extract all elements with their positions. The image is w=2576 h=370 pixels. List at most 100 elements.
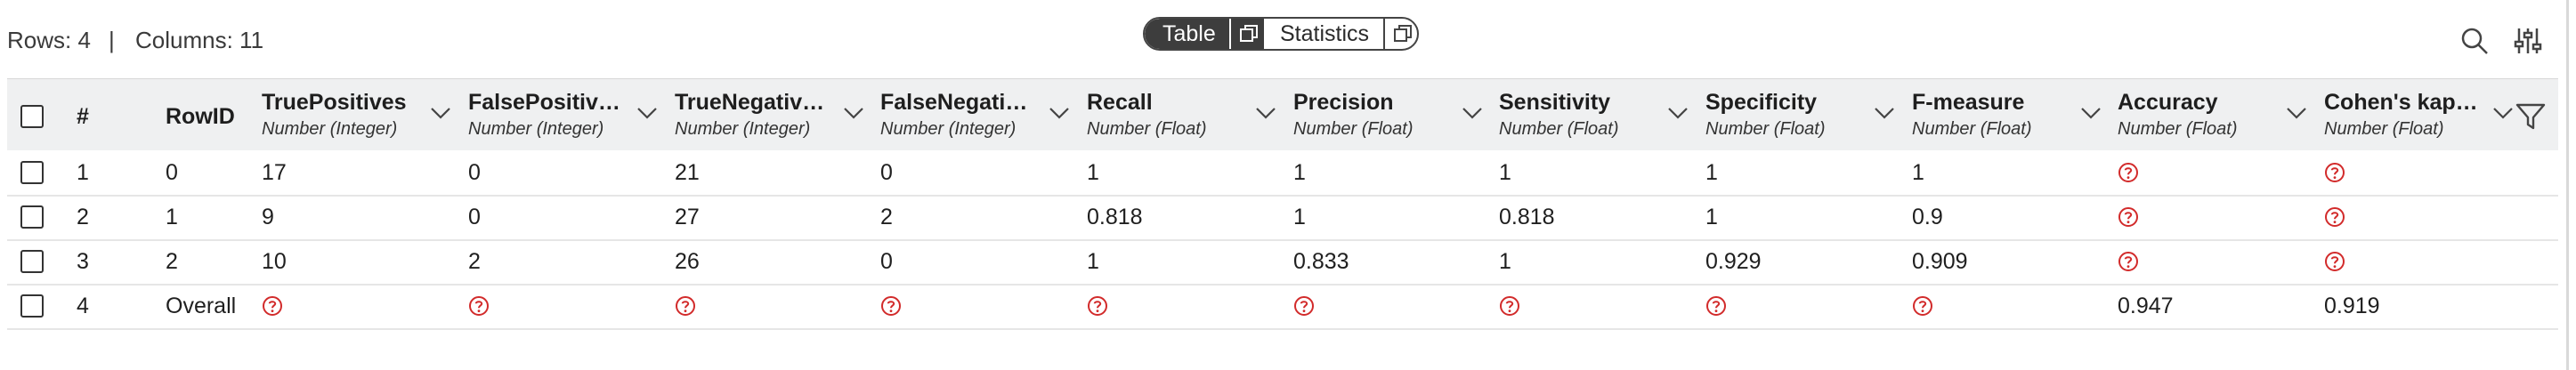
column-header-name[interactable]: Accuracy	[2118, 90, 2218, 115]
column-menu-button[interactable]	[1254, 104, 1277, 122]
column-header-type: Number (Float)	[1087, 119, 1207, 139]
missing-value-icon	[2324, 162, 2345, 183]
missing-value-icon	[880, 295, 902, 317]
table-cell: 0.947	[2118, 294, 2174, 318]
table-row[interactable]: 1 0 17 0 21 0 1 1 1 1 1	[7, 150, 2558, 197]
column-header-name[interactable]: Cohen's kap…	[2324, 90, 2478, 115]
open-window-icon	[1394, 25, 1412, 42]
column-header-name[interactable]: Precision	[1293, 90, 1394, 115]
missing-value-icon	[1294, 296, 1314, 316]
open-statistics-window-button[interactable]	[1383, 19, 1417, 49]
column-header-type: Number (Float)	[1499, 119, 1619, 139]
table-cell: 0.833	[1293, 249, 1349, 274]
column-header-name[interactable]: Recall	[1087, 90, 1153, 115]
table-cell: 0.9	[1912, 205, 1943, 229]
chevron-down-icon	[1256, 108, 1276, 119]
column-menu-button[interactable]	[2079, 104, 2102, 122]
column-menu-button[interactable]	[429, 104, 452, 122]
column-header-name[interactable]: Sensitivity	[1499, 90, 1611, 115]
column-menu-button[interactable]	[1048, 104, 1071, 122]
missing-value-icon	[2118, 162, 2139, 183]
row-checkbox[interactable]	[20, 294, 44, 318]
missing-value-icon	[2118, 252, 2138, 271]
column-header-type: Number (Float)	[1912, 119, 2032, 139]
row-index: 4	[77, 294, 89, 318]
table-row[interactable]: 4 Overall 0.947 0.919	[7, 284, 2558, 330]
column-header-name[interactable]: TrueNegativ…	[675, 90, 825, 115]
column-filter-button[interactable]	[2515, 101, 2547, 133]
missing-value-icon	[2325, 163, 2345, 182]
table-cell: 0	[468, 160, 481, 185]
open-window-icon	[1240, 25, 1258, 42]
table-cell: 1	[1293, 205, 1306, 229]
table-cell: 0	[880, 160, 893, 185]
row-index: 2	[77, 205, 89, 229]
search-icon	[2461, 28, 2488, 54]
missing-value-icon	[2325, 252, 2345, 271]
table-row[interactable]: 3 2 10 2 26 0 1 0.833 1 0.929 0.909	[7, 239, 2558, 286]
chevron-down-icon	[2081, 108, 2101, 119]
table-cell: 2	[468, 249, 481, 274]
missing-value-icon	[262, 295, 283, 317]
column-menu-button[interactable]	[636, 104, 659, 122]
table-cell: 0.818	[1087, 205, 1143, 229]
filter-icon	[2515, 103, 2546, 130]
row-checkbox[interactable]	[20, 205, 44, 229]
table-view-button[interactable]: Table	[1145, 19, 1264, 49]
open-table-window-button[interactable]	[1229, 19, 1264, 49]
missing-value-icon	[468, 295, 490, 317]
column-header-name[interactable]: FalsePositiv…	[468, 90, 620, 115]
column-menu-button[interactable]	[1461, 104, 1484, 122]
table-cell: 9	[262, 205, 274, 229]
column-menu-button[interactable]	[2491, 104, 2515, 122]
missing-value-icon	[1912, 295, 1933, 317]
row-checkbox[interactable]	[20, 250, 44, 273]
column-header-type: Number (Float)	[1293, 119, 1414, 139]
chevron-down-icon	[637, 108, 657, 119]
select-all-checkbox[interactable]	[20, 105, 44, 128]
column-menu-button[interactable]	[2285, 104, 2308, 122]
vertical-scrollbar[interactable]	[2566, 0, 2569, 370]
table-cell: 1	[1087, 249, 1099, 274]
missing-value-icon	[1088, 296, 1107, 316]
row-index: 1	[77, 160, 89, 185]
table-row[interactable]: 2 1 9 0 27 2 0.818 1 0.818 1 0.9	[7, 195, 2558, 241]
table-cell: 1	[1499, 160, 1511, 185]
table-cell: 0.909	[1912, 249, 1968, 274]
missing-value-icon	[1705, 295, 1727, 317]
table-view-label: Table	[1162, 21, 1216, 46]
table-cell: 0.818	[1499, 205, 1555, 229]
table-settings-button[interactable]	[2512, 25, 2544, 57]
table-cell: 1	[1705, 160, 1718, 185]
index-column-header: #	[77, 104, 89, 129]
column-menu-button[interactable]	[842, 104, 865, 122]
missing-value-icon	[1500, 296, 1519, 316]
missing-value-icon	[2118, 251, 2139, 272]
chevron-down-icon	[2493, 108, 2513, 119]
column-header-name[interactable]: Specificity	[1705, 90, 1818, 115]
table-cell: 1	[1087, 160, 1099, 185]
row-index: 3	[77, 249, 89, 274]
missing-value-icon	[2118, 163, 2138, 182]
missing-value-icon	[2118, 206, 2139, 228]
table-cell: 0	[880, 249, 893, 274]
count-separator: |	[109, 27, 115, 53]
missing-value-icon	[2118, 207, 2138, 227]
column-menu-button[interactable]	[1666, 104, 1689, 122]
table-cell: 1	[1912, 160, 1924, 185]
settings-sliders-icon	[2514, 28, 2542, 53]
row-checkbox[interactable]	[20, 161, 44, 184]
column-header-type: Number (Integer)	[675, 119, 811, 139]
column-header-name[interactable]: TruePositives	[262, 90, 407, 115]
missing-value-icon	[675, 295, 696, 317]
missing-value-icon	[1293, 295, 1315, 317]
rowid-column-header: RowID	[166, 104, 235, 129]
column-header-name[interactable]: F-measure	[1912, 90, 2025, 115]
table-cell: 17	[262, 160, 287, 185]
column-header-name[interactable]: FalseNegati…	[880, 90, 1028, 115]
column-menu-button[interactable]	[1873, 104, 1896, 122]
column-header-type: Number (Integer)	[262, 119, 398, 139]
search-button[interactable]	[2459, 25, 2491, 57]
missing-value-icon	[263, 296, 282, 316]
table-cell: 1	[1705, 205, 1718, 229]
